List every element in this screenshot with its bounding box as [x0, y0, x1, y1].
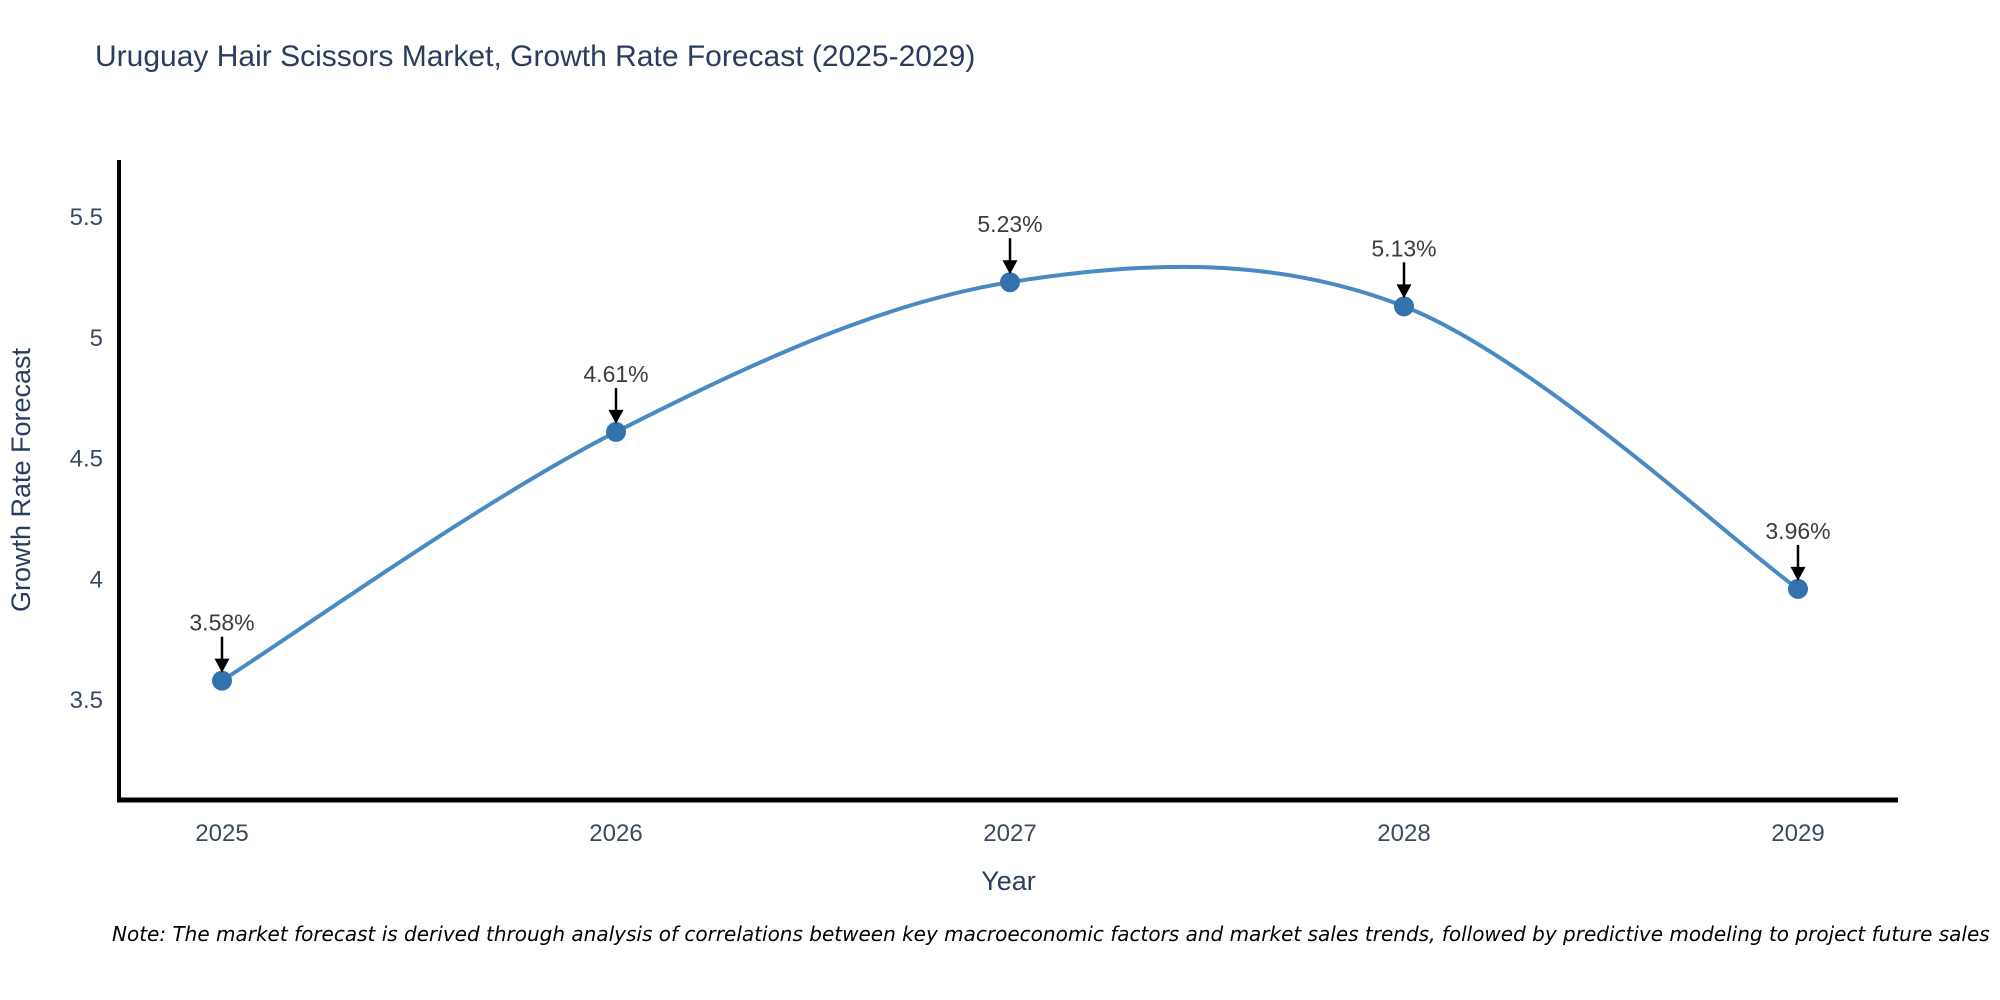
y-tick-label: 5 — [90, 325, 103, 352]
footnote: Note: The market forecast is derived thr… — [112, 922, 1990, 946]
annotation-label-2029: 3.96% — [1765, 518, 1830, 544]
y-tick-label: 3.5 — [70, 687, 103, 714]
annotation-label-2028: 5.13% — [1371, 235, 1436, 261]
annotation-arrowhead-icon — [608, 409, 624, 424]
data-point-marker-2027 — [1000, 272, 1020, 293]
x-tick-label: 2026 — [589, 820, 642, 847]
annotation-arrowhead-icon — [214, 658, 230, 673]
data-point-marker-2028 — [1394, 296, 1414, 317]
data-point-marker-2029 — [1788, 578, 1808, 599]
annotation-label-2025: 3.58% — [189, 610, 254, 636]
series-line — [220, 264, 1800, 683]
y-tick-label: 4 — [90, 566, 103, 593]
annotation-label-2026: 4.61% — [583, 361, 648, 387]
x-tick-label: 2029 — [1771, 820, 1824, 847]
x-axis-title: Year — [981, 866, 1036, 896]
y-tick-label: 5.5 — [70, 204, 103, 231]
x-tick-label: 2025 — [195, 820, 248, 847]
y-tick-label: 4.5 — [70, 446, 103, 473]
x-tick-label: 2027 — [983, 820, 1036, 847]
chart-title: Uruguay Hair Scissors Market, Growth Rat… — [95, 40, 976, 73]
y-axis-title: Growth Rate Forecast — [6, 347, 36, 612]
annotation-arrowhead-icon — [1396, 284, 1412, 299]
annotation-arrowhead-icon — [1002, 260, 1018, 275]
data-point-marker-2025 — [212, 670, 232, 691]
x-tick-label: 2028 — [1377, 820, 1430, 847]
annotation-label-2027: 5.23% — [977, 211, 1042, 237]
data-point-marker-2026 — [606, 421, 626, 442]
annotation-arrowhead-icon — [1790, 566, 1806, 581]
